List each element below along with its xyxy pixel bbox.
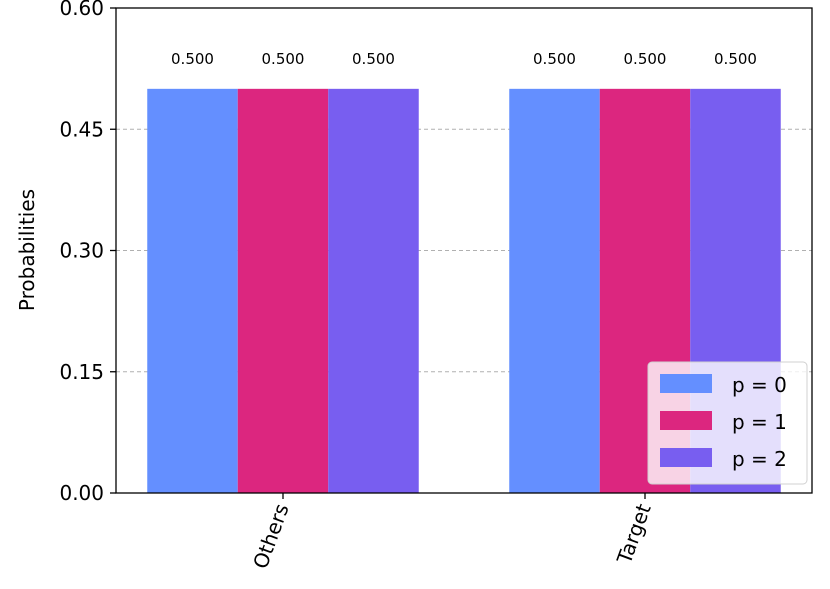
bar-value-label: 0.500 xyxy=(262,50,305,68)
legend-swatch xyxy=(660,448,712,467)
legend: p = 0 p = 1 p = 2 xyxy=(647,361,808,485)
bar-others-series-0 xyxy=(147,88,238,493)
y-tick-label: 0.30 xyxy=(59,239,104,263)
bar-others-series-2 xyxy=(328,88,419,493)
y-tick-label: 0.15 xyxy=(59,360,104,384)
legend-label: p = 1 xyxy=(732,410,787,434)
bar-value-label: 0.500 xyxy=(533,50,576,68)
bar-value-label: 0.500 xyxy=(624,50,667,68)
bar-value-labels: 0.500 0.500 0.500 0.500 0.500 0.500 xyxy=(171,50,757,68)
x-tick-label: Others xyxy=(248,501,294,572)
y-tick-label: 0.60 xyxy=(59,0,104,20)
bar-value-label: 0.500 xyxy=(714,50,757,68)
y-tick-label: 0.00 xyxy=(59,481,104,505)
legend-label: p = 2 xyxy=(732,447,787,471)
bar-value-label: 0.500 xyxy=(171,50,214,68)
legend-swatch xyxy=(660,374,712,393)
bar-others-series-1 xyxy=(237,88,329,493)
y-ticks: 0.00 0.15 0.30 0.45 0.60 xyxy=(59,0,116,505)
x-ticks: Others Target xyxy=(248,493,656,572)
legend-label: p = 0 xyxy=(732,373,787,397)
y-axis-label: Probabilities xyxy=(15,189,39,311)
x-tick-label: Target xyxy=(612,500,656,567)
y-tick-label: 0.45 xyxy=(59,117,104,141)
legend-swatch xyxy=(660,411,712,430)
bar-value-label: 0.500 xyxy=(352,50,395,68)
bars xyxy=(147,88,781,493)
bar-target-series-0 xyxy=(509,88,600,493)
